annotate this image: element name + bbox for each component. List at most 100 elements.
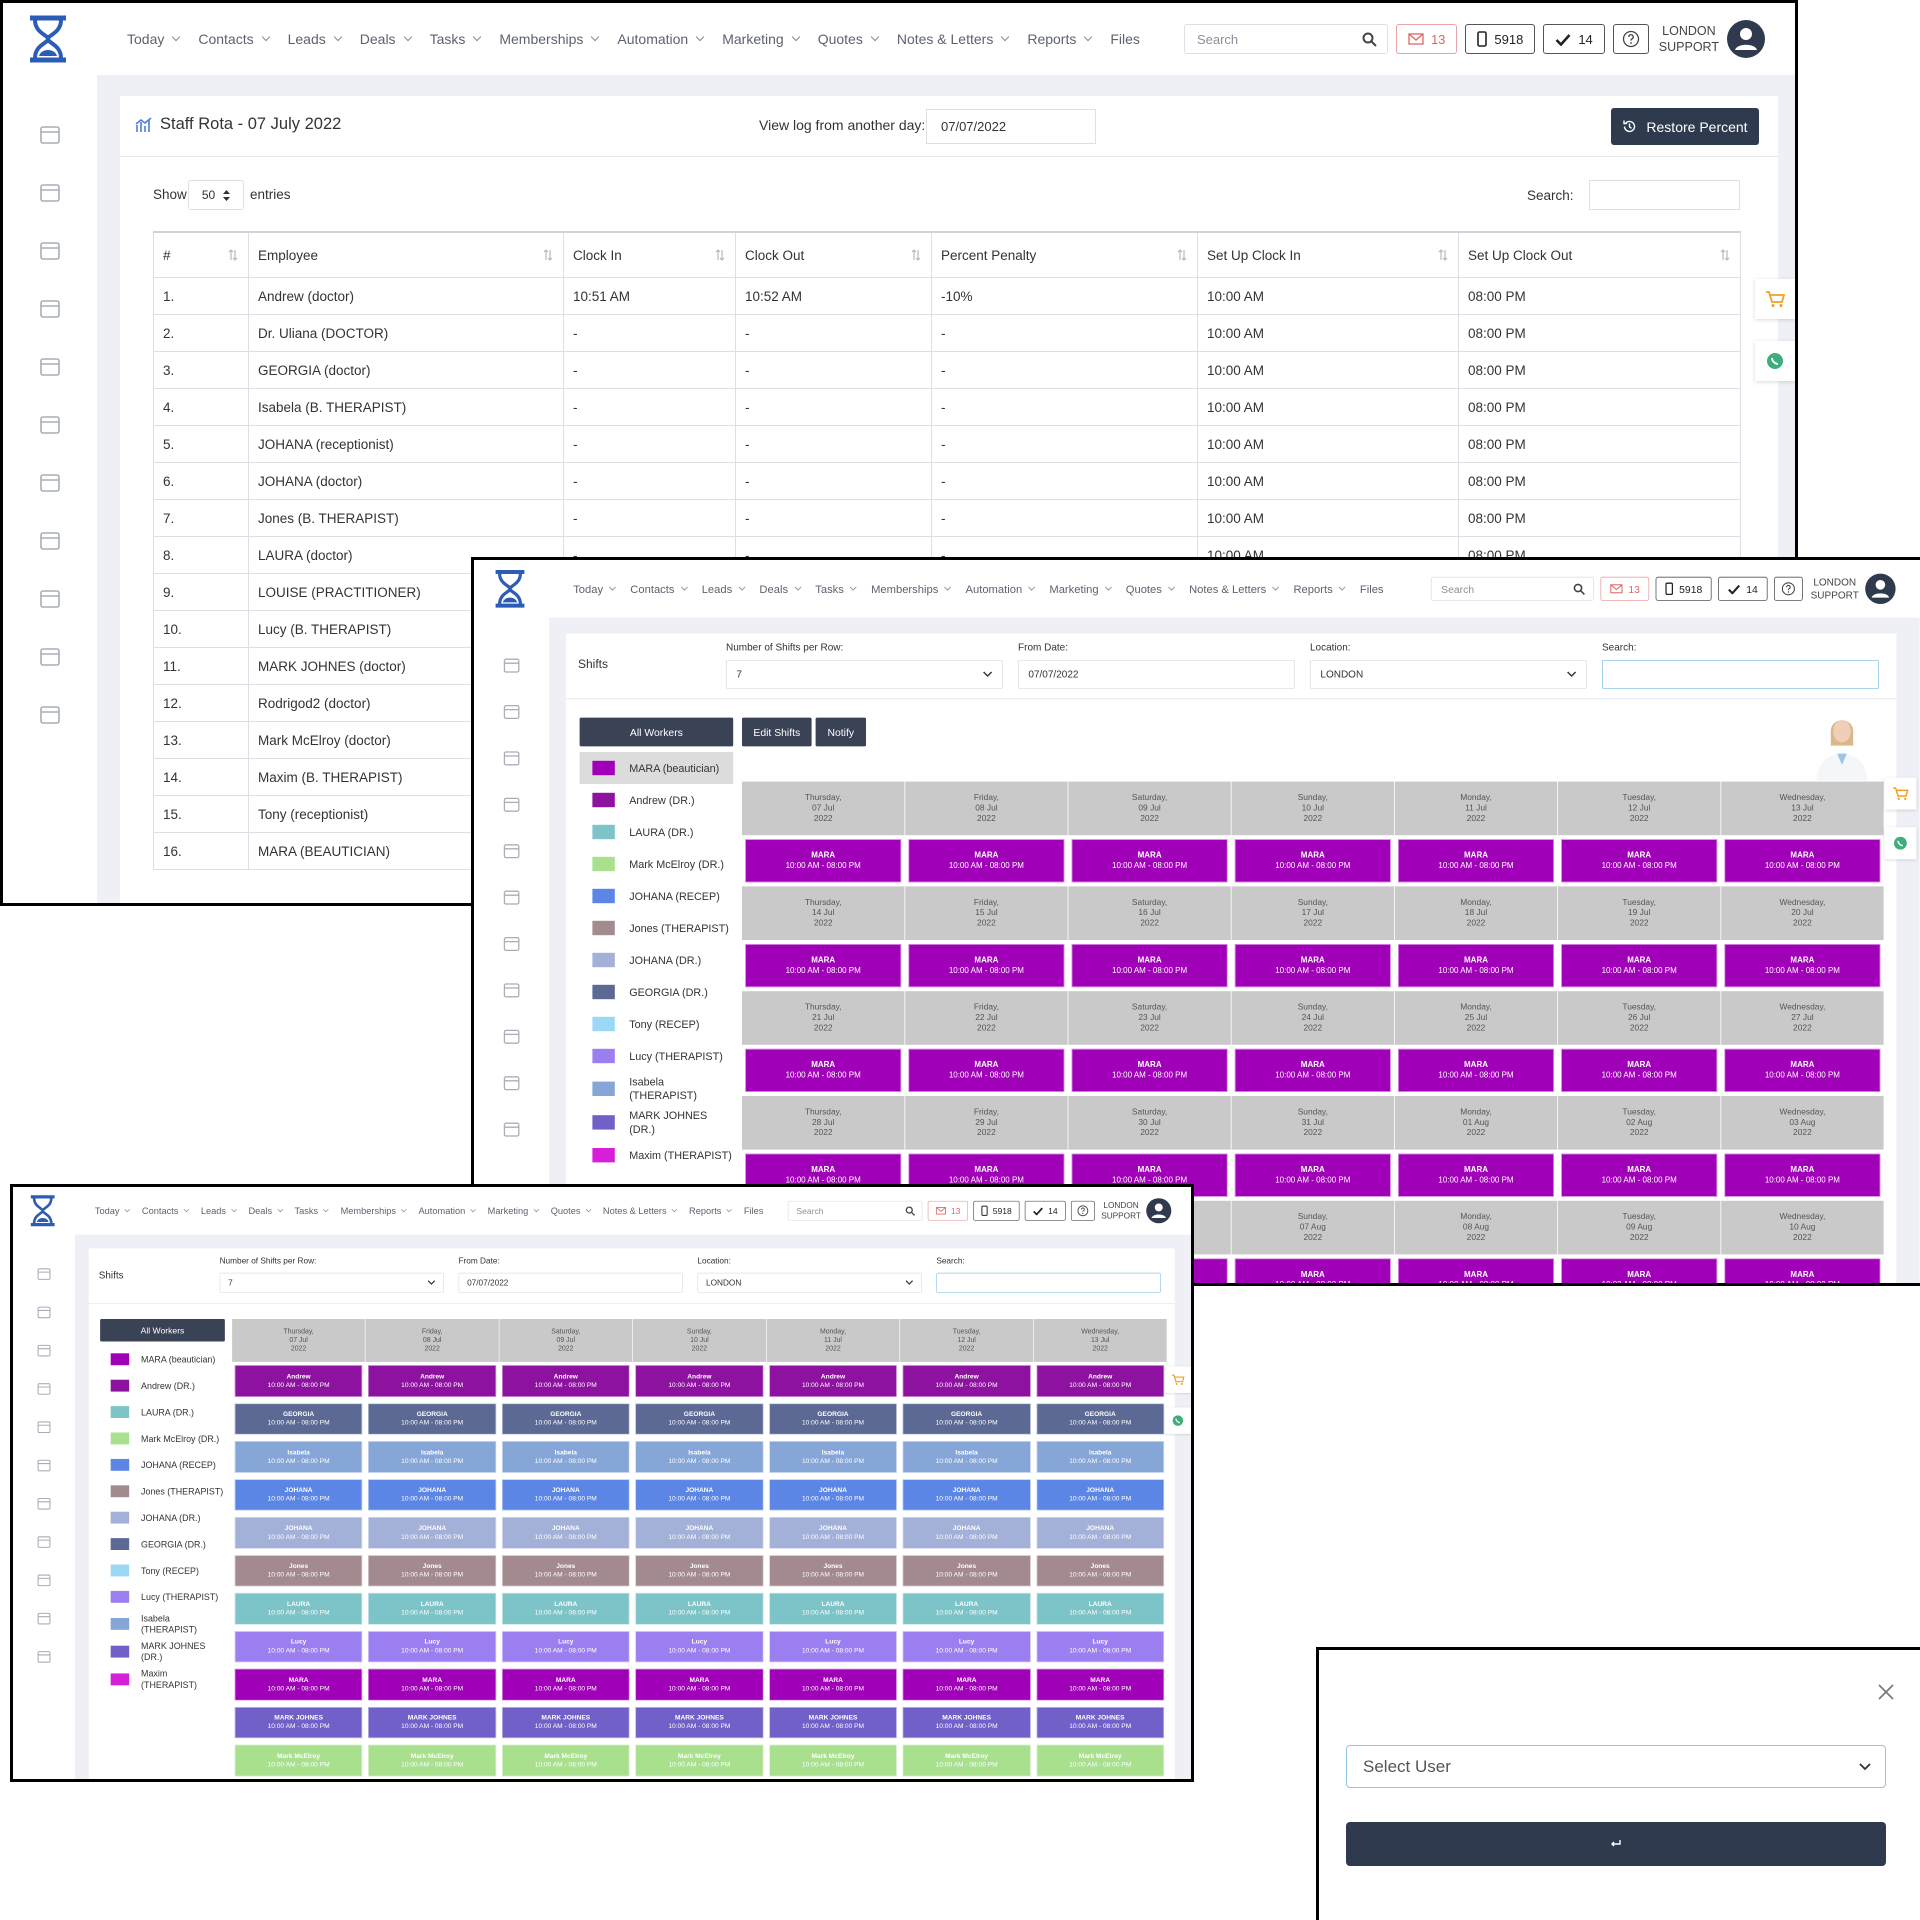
shift-block[interactable]: JOHANA 10:00 AM - 08:00 PM bbox=[368, 1479, 497, 1511]
worker-item[interactable]: Tony (RECEP) bbox=[580, 1008, 734, 1040]
sidebar-icon[interactable] bbox=[38, 239, 62, 263]
shift-block[interactable]: Mark McElroy 10:00 AM - 08:00 PM bbox=[501, 1744, 630, 1777]
worker-item[interactable]: LAURA (DR.) bbox=[100, 1399, 225, 1425]
shift-block[interactable]: Jones 10:00 AM - 08:00 PM bbox=[902, 1554, 1031, 1587]
action-button[interactable]: All Workers bbox=[100, 1319, 225, 1342]
shift-block[interactable]: Isabela 10:00 AM - 08:00 PM bbox=[635, 1441, 764, 1473]
select-user[interactable]: Select User bbox=[1346, 1745, 1886, 1788]
phone-button[interactable]: 5918 bbox=[1655, 576, 1712, 601]
shift-block[interactable]: Jones 10:00 AM - 08:00 PM bbox=[769, 1554, 897, 1587]
worker-item[interactable]: Maxim (THERAPIST) bbox=[100, 1666, 225, 1694]
shift-block[interactable]: Lucy 10:00 AM - 08:00 PM bbox=[501, 1630, 630, 1663]
shift-block[interactable]: GEORGIA 10:00 AM - 08:00 PM bbox=[501, 1403, 630, 1435]
nav-item[interactable]: Tasks bbox=[295, 1205, 329, 1216]
tasks-button[interactable]: 14 bbox=[1718, 576, 1768, 601]
shift-block[interactable]: Andrew 10:00 AM - 08:00 PM bbox=[234, 1365, 363, 1397]
nav-item[interactable]: Tasks bbox=[815, 582, 857, 595]
sidebar-icon[interactable] bbox=[36, 1266, 52, 1282]
log-date-input[interactable]: 07/07/2022 bbox=[926, 109, 1096, 144]
nav-item[interactable]: Files bbox=[1360, 582, 1384, 595]
shift-block[interactable]: Andrew 10:00 AM - 08:00 PM bbox=[368, 1365, 497, 1397]
worker-item[interactable]: MARA (beautician) bbox=[100, 1346, 225, 1372]
worker-item[interactable]: GEORGIA (DR.) bbox=[100, 1531, 225, 1557]
sidebar-icon[interactable] bbox=[38, 703, 62, 727]
worker-item[interactable]: Tony (RECEP) bbox=[100, 1557, 225, 1583]
shift-block[interactable]: LAURA 10:00 AM - 08:00 PM bbox=[635, 1592, 764, 1625]
nav-item[interactable]: Quotes bbox=[818, 31, 880, 47]
shift-block[interactable]: GEORGIA 10:00 AM - 08:00 PM bbox=[902, 1403, 1031, 1435]
shift-block[interactable]: JOHANA 10:00 AM - 08:00 PM bbox=[501, 1479, 630, 1511]
sidebar-icon[interactable] bbox=[38, 123, 62, 147]
column-header[interactable]: Clock In bbox=[563, 231, 736, 278]
sidebar-icon[interactable] bbox=[36, 1534, 52, 1550]
worker-item[interactable]: Jones (THERAPIST) bbox=[100, 1478, 225, 1504]
nav-item[interactable]: Marketing bbox=[488, 1205, 539, 1216]
column-header[interactable]: Clock Out bbox=[735, 231, 932, 278]
nav-item[interactable]: Deals bbox=[248, 1205, 283, 1216]
nav-item[interactable]: Contacts bbox=[198, 31, 270, 47]
shift-block[interactable]: LAURA 10:00 AM - 08:00 PM bbox=[769, 1592, 897, 1625]
shift-block[interactable]: Mark McElroy 10:00 AM - 08:00 PM bbox=[769, 1744, 897, 1777]
shift-block[interactable]: JOHANA 10:00 AM - 08:00 PM bbox=[501, 1517, 630, 1549]
sidebar-icon[interactable] bbox=[502, 749, 521, 768]
sidebar-icon[interactable] bbox=[36, 1496, 52, 1512]
help-button[interactable] bbox=[1773, 576, 1803, 601]
field-input[interactable]: LONDON bbox=[1310, 660, 1587, 689]
worker-item[interactable]: Mark McElroy (DR.) bbox=[580, 848, 734, 880]
float-button[interactable] bbox=[1164, 1366, 1191, 1393]
sidebar-icon[interactable] bbox=[502, 1027, 521, 1046]
nav-item[interactable]: Reports bbox=[1293, 582, 1346, 595]
shift-block[interactable]: Lucy 10:00 AM - 08:00 PM bbox=[234, 1630, 363, 1663]
shift-block[interactable]: JOHANA 10:00 AM - 08:00 PM bbox=[902, 1517, 1031, 1549]
shift-block[interactable]: Isabela 10:00 AM - 08:00 PM bbox=[769, 1441, 897, 1473]
column-header[interactable]: Employee bbox=[248, 231, 564, 278]
shift-block[interactable]: MARK JOHNES 10:00 AM - 08:00 PM bbox=[1036, 1706, 1165, 1739]
nav-item[interactable]: Quotes bbox=[551, 1205, 592, 1216]
nav-item[interactable]: Reports bbox=[689, 1205, 733, 1216]
logo[interactable] bbox=[25, 14, 71, 64]
sidebar-icon[interactable] bbox=[36, 1304, 52, 1320]
nav-item[interactable]: Automation bbox=[418, 1205, 476, 1216]
restore-percent-button[interactable]: Restore Percent bbox=[1611, 108, 1759, 145]
nav-item[interactable]: Notes & Letters bbox=[603, 1205, 678, 1216]
nav-item[interactable]: Automation bbox=[966, 582, 1036, 595]
worker-item[interactable]: Lucy (THERAPIST) bbox=[580, 1040, 734, 1072]
avatar[interactable] bbox=[1865, 573, 1896, 604]
nav-item[interactable]: Memberships bbox=[499, 31, 600, 47]
shift-block[interactable]: Lucy 10:00 AM - 08:00 PM bbox=[1036, 1630, 1165, 1663]
shift-block[interactable]: Mark McElroy 10:00 AM - 08:00 PM bbox=[234, 1744, 363, 1777]
shift-block[interactable]: LAURA 10:00 AM - 08:00 PM bbox=[234, 1592, 363, 1625]
nav-item[interactable]: Leads bbox=[702, 582, 746, 595]
help-button[interactable] bbox=[1070, 1200, 1095, 1221]
shift-block[interactable]: Jones 10:00 AM - 08:00 PM bbox=[501, 1554, 630, 1587]
shift-block[interactable]: MARK JOHNES 10:00 AM - 08:00 PM bbox=[902, 1706, 1031, 1739]
nav-item[interactable]: Tasks bbox=[430, 31, 482, 47]
nav-item[interactable]: Contacts bbox=[630, 582, 688, 595]
shift-block[interactable]: Lucy 10:00 AM - 08:00 PM bbox=[368, 1630, 497, 1663]
shift-block[interactable]: LAURA 10:00 AM - 08:00 PM bbox=[501, 1592, 630, 1625]
worker-item[interactable]: MARA (beautician) bbox=[579, 752, 734, 784]
shift-block[interactable]: Isabela 10:00 AM - 08:00 PM bbox=[501, 1441, 630, 1473]
float-button[interactable] bbox=[1755, 341, 1795, 381]
shift-block[interactable]: Andrew 10:00 AM - 08:00 PM bbox=[769, 1365, 897, 1397]
sidebar-icon[interactable] bbox=[36, 1611, 52, 1627]
column-header[interactable]: Percent Penalty bbox=[931, 231, 1198, 278]
search-box[interactable]: Search bbox=[787, 1200, 923, 1221]
shift-block[interactable]: Andrew 10:00 AM - 08:00 PM bbox=[902, 1365, 1031, 1397]
close-button[interactable] bbox=[1876, 1682, 1896, 1702]
field-input[interactable]: 7 bbox=[726, 660, 1003, 689]
field-input[interactable]: LONDON bbox=[697, 1272, 922, 1293]
float-button[interactable] bbox=[1884, 827, 1917, 860]
